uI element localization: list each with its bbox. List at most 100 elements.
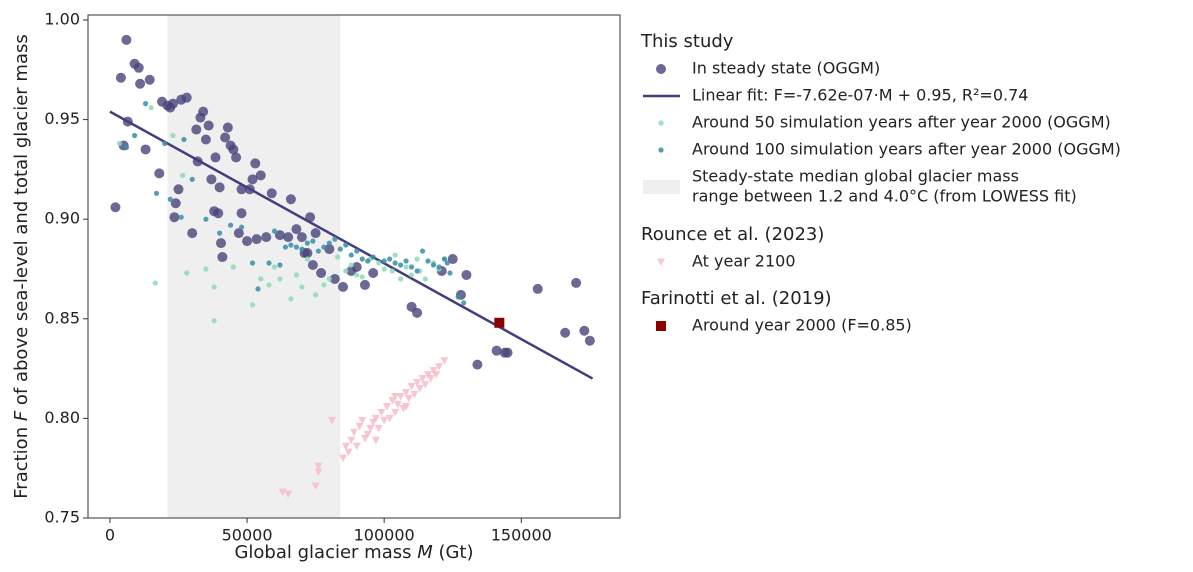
data-point	[187, 228, 198, 239]
data-point	[338, 281, 349, 292]
data-point	[283, 232, 294, 243]
data-point	[328, 416, 337, 425]
data-point	[321, 244, 327, 250]
y-tick-label: 0.90	[44, 209, 80, 228]
data-point	[455, 294, 461, 300]
data-point	[247, 174, 258, 185]
data-point	[154, 168, 165, 179]
data-point	[116, 140, 123, 147]
data-point	[584, 335, 595, 346]
data-point	[189, 176, 195, 182]
data-point	[255, 170, 266, 181]
y-axis-label-part: of above sea-level and total glacier mas…	[11, 34, 32, 411]
data-point	[167, 196, 173, 202]
legend-swatch	[643, 180, 680, 194]
data-point	[170, 198, 181, 209]
legend-label: Linear fit: F=-7.62e-07·M + 0.95, R²=0.7…	[692, 86, 1028, 105]
data-point	[422, 276, 428, 282]
data-point	[339, 454, 348, 463]
data-point	[435, 363, 444, 371]
data-point	[231, 152, 242, 163]
data-point	[494, 317, 505, 328]
data-point	[203, 266, 209, 272]
data-point	[332, 236, 338, 242]
data-point	[258, 276, 264, 282]
y-tick-label: 0.80	[44, 408, 80, 427]
data-point	[238, 224, 245, 230]
data-point	[277, 262, 283, 268]
data-point	[310, 238, 316, 244]
data-point	[359, 279, 370, 290]
data-point	[391, 392, 400, 401]
data-point	[368, 267, 379, 278]
data-point	[123, 144, 129, 151]
y-axis-label-part: Fraction	[11, 421, 32, 499]
legend-label: Around 100 simulation years after year 2…	[692, 140, 1121, 159]
data-point	[560, 327, 571, 338]
data-point	[389, 268, 395, 274]
data-point	[366, 424, 375, 433]
data-point	[153, 190, 160, 196]
data-point	[282, 244, 289, 250]
data-point	[132, 132, 138, 139]
data-point	[447, 254, 458, 265]
data-point	[184, 270, 190, 276]
x-axis-label-part: M	[417, 542, 433, 563]
legend-label: In steady state (OGGM)	[692, 59, 880, 78]
data-point	[408, 272, 415, 278]
data-point	[211, 318, 217, 324]
data-point	[216, 238, 226, 249]
data-point	[315, 248, 321, 254]
data-point	[169, 212, 180, 223]
data-point	[326, 276, 332, 282]
data-point	[403, 258, 409, 264]
data-point	[206, 174, 217, 185]
data-point	[271, 228, 278, 234]
data-point	[213, 208, 224, 219]
data-point	[314, 462, 323, 471]
data-point	[385, 414, 394, 423]
y-tick-label: 1.00	[44, 9, 80, 28]
data-point	[142, 101, 149, 107]
data-point	[351, 261, 362, 272]
data-point	[347, 436, 356, 445]
data-point	[110, 202, 121, 213]
data-point	[402, 402, 411, 411]
legend-label: Steady-state median global glacier mass	[692, 167, 1019, 186]
data-point	[321, 282, 327, 288]
fit-line	[109, 110, 594, 380]
data-point	[381, 258, 387, 264]
data-point	[249, 302, 256, 308]
data-point	[354, 272, 360, 278]
data-point	[350, 428, 358, 437]
legend-group-title: Farinotti et al. (2019)	[641, 288, 832, 309]
data-point	[278, 488, 287, 497]
data-point	[348, 252, 354, 258]
data-point	[354, 248, 360, 254]
legend-label: Around 50 simulation years after year 20…	[692, 113, 1111, 132]
legend-marker	[658, 147, 664, 153]
data-point	[250, 158, 261, 169]
data-point	[381, 266, 387, 272]
data-point	[261, 232, 272, 243]
data-point	[313, 292, 319, 298]
data-point	[178, 214, 184, 220]
data-point	[299, 284, 305, 290]
data-point	[421, 381, 430, 389]
data-point	[444, 260, 450, 266]
data-point	[181, 136, 187, 143]
data-point	[337, 246, 343, 252]
data-point	[376, 260, 382, 266]
data-point	[140, 144, 151, 155]
data-point	[441, 256, 448, 262]
data-point	[403, 264, 409, 270]
data-point	[170, 132, 176, 139]
data-point	[152, 280, 158, 286]
data-point	[121, 34, 132, 45]
data-point	[310, 228, 321, 239]
data-point	[203, 216, 209, 222]
data-point	[230, 264, 236, 270]
x-axis-label-part: (Gt)	[433, 542, 474, 563]
y-axis-label: Fraction F of above sea-level and total …	[11, 34, 32, 499]
